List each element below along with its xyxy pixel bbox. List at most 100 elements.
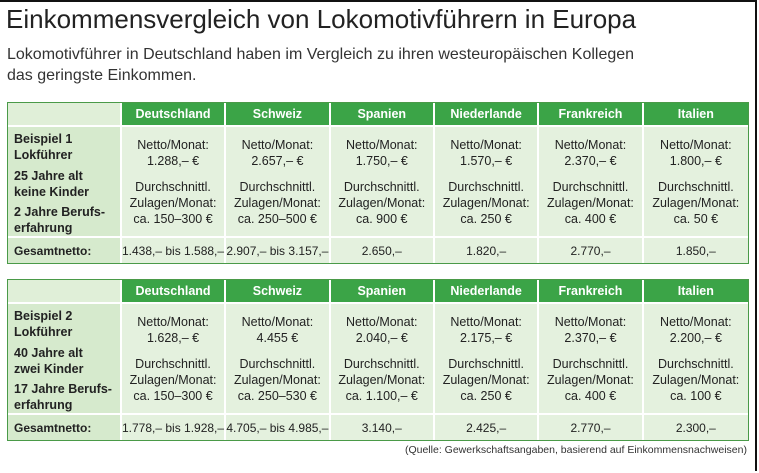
zulagen-line: ca. 50 € [673,211,719,226]
zulagen-line: Zulagen/Monat: [547,372,634,387]
column-header: Italien [643,103,749,127]
profile-line: Beispiel 1 [14,132,73,146]
netto-line: Netto/Monat: [554,137,627,152]
netto-line: 1.628,– € [146,330,200,345]
netto-line: Netto/Monat: [660,314,732,329]
netto-line: Netto/Monat: [345,137,418,152]
netto-line: Netto/Monat: [450,137,522,152]
netto-line: Netto/Monat: [241,314,314,329]
zulagen-line: ca. 250–530 € [237,388,318,403]
zulagen-line: Zulagen/Monat: [233,195,321,210]
zulagen-line: Durchschnittl. [552,179,629,194]
netto-line: Netto/Monat: [450,314,522,329]
total-value: 2.907,– bis 3.157,– [226,238,331,263]
corner-cell [8,103,122,127]
zulagen-line: Zulagen/Monat: [129,372,217,387]
zulagen-line: ca. 250–500 € [237,211,318,226]
income-cell: Netto/Monat: 4.455 € Durchschnittl. Zulagen… [226,304,331,415]
spacer [539,346,641,356]
total-row: Gesamtnetto: 1.438,– bis 1.588,– 2.907,– b… [8,238,749,263]
title: Einkommensvergleich von Lokomotivführern… [6,4,637,34]
column-header: Schweiz [226,103,331,127]
zulagen-line: Durchschnittl. [448,356,524,371]
income-cell: Netto/Monat: 1.570,– € Durchschnittl. Zulag… [434,127,540,238]
column-header: Italien [643,280,749,304]
zulagen-line: Durchschnittl. [239,179,316,194]
spacer [539,169,641,179]
spacer [226,346,328,356]
body-row: Beispiel 1 Lokführer 25 Jahre alt keine Kin… [8,127,749,238]
total-value: 2.300,– [643,415,749,440]
zulagen-line: Durchschnittl. [135,179,211,194]
column-header: Spanien [330,280,435,304]
netto-line: 1.750,– € [355,153,408,168]
income-cell: Netto/Monat: 1.750,– € Durchschnittl. Zulag… [330,127,435,238]
spacer [122,346,224,356]
netto-line: 1.800,– € [669,153,722,168]
zulagen-line: Zulagen/Monat: [547,195,634,210]
zulagen-line: ca. 1.100,– € [345,388,418,403]
spacer [435,169,537,179]
zulagen-line: Durchschnittl. [448,179,524,194]
column-header: Spanien [330,103,435,127]
zulagen-line: Zulagen/Monat: [652,195,740,210]
income-cell: Netto/Monat: 2.040,– € Durchschnittl. Zulag… [330,304,435,415]
total-value: 1.850,– [643,238,749,263]
profile-line: zwei Kinder [14,361,84,376]
total-row: Gesamtnetto: 1.778,– bis 1.928,– 4.705,– b… [8,415,749,440]
column-header: Niederlande [434,103,540,127]
profile-cell: Beispiel 1 Lokführer 25 Jahre alt keine Kin… [8,127,122,238]
income-cell: Netto/Monat: 2.370,– € Durchschnittl. Zulag… [539,304,644,415]
header-row: Deutschland Schweiz Spanien Niederlande Fran… [8,103,749,127]
column-header: Deutschland [121,103,227,127]
income-cell: Netto/Monat: 1.288,– € Durchschnittl. Zulag… [121,127,227,238]
zulagen-line: Zulagen/Monat: [233,372,321,387]
netto-line: 4.455 € [256,330,299,345]
profile-line: erfahrung [14,221,73,235]
netto-line: 2.040,– € [355,330,408,345]
column-header: Schweiz [226,280,331,304]
zulagen-line: ca. 250 € [460,211,512,226]
profile-line: erfahrung [14,398,73,412]
netto-line: 2.370,– € [564,153,617,168]
income-cell: Netto/Monat: 2.175,– € Durchschnittl. Zulag… [434,304,540,415]
spacer [644,346,748,356]
netto-line: Netto/Monat: [554,314,627,329]
subtitle-line: Lokomotivführer in Deutschland haben im … [7,46,635,63]
zulagen-line: Zulagen/Monat: [338,195,426,210]
zulagen-line: Durchschnittl. [343,356,420,371]
spacer [122,169,224,179]
column-header: Deutschland [121,280,227,304]
zulagen-line: Durchschnittl. [135,356,211,371]
zulagen-line: Zulagen/Monat: [442,195,530,210]
zulagen-line: Durchschnittl. [343,179,420,194]
total-value: 1.778,– bis 1.928,– [121,415,227,440]
netto-line: Netto/Monat: [345,314,418,329]
body-row: Beispiel 2 Lokführer 40 Jahre alt zwei Kind… [8,304,749,415]
total-value: 4.705,– bis 4.985,– [226,415,331,440]
spacer [331,169,433,179]
netto-line: Netto/Monat: [137,314,209,329]
total-value: 2.650,– [330,238,435,263]
total-value: 1.820,– [434,238,540,263]
source: (Quelle: Gewerkschaftsangaben, basierend… [404,444,747,456]
total-value: 2.770,– [539,238,644,263]
income-cell: Netto/Monat: 1.628,– € Durchschnittl. Zulag… [121,304,227,415]
netto-line: Netto/Monat: [660,137,732,152]
zulagen-line: ca. 100 € [670,388,722,403]
netto-line: 2.175,– € [460,330,513,345]
table: Deutschland Schweiz Spanien Niederlande Fran… [7,279,749,441]
zulagen-line: Zulagen/Monat: [338,372,426,387]
income-cell: Netto/Monat: 2.657,– € Durchschnittl. Zulag… [226,127,331,238]
zulagen-line: Zulagen/Monat: [442,372,530,387]
spacer [226,169,328,179]
profile-line: 2 Jahre Berufs- [14,205,106,219]
zulagen-line: Durchschnittl. [657,356,734,371]
profile-line: 40 Jahre alt [14,345,83,360]
income-cell: Netto/Monat: 2.370,– € Durchschnittl. Zulag… [539,127,644,238]
netto-line: 2.657,– € [251,153,304,168]
column-header: Frankreich [539,280,644,304]
subtitle-line: das geringste Einkommen. [7,67,197,84]
total-label: Gesamtnetto: [8,238,122,263]
profile-cell: Beispiel 2 Lokführer 40 Jahre alt zwei Kind… [8,304,122,415]
